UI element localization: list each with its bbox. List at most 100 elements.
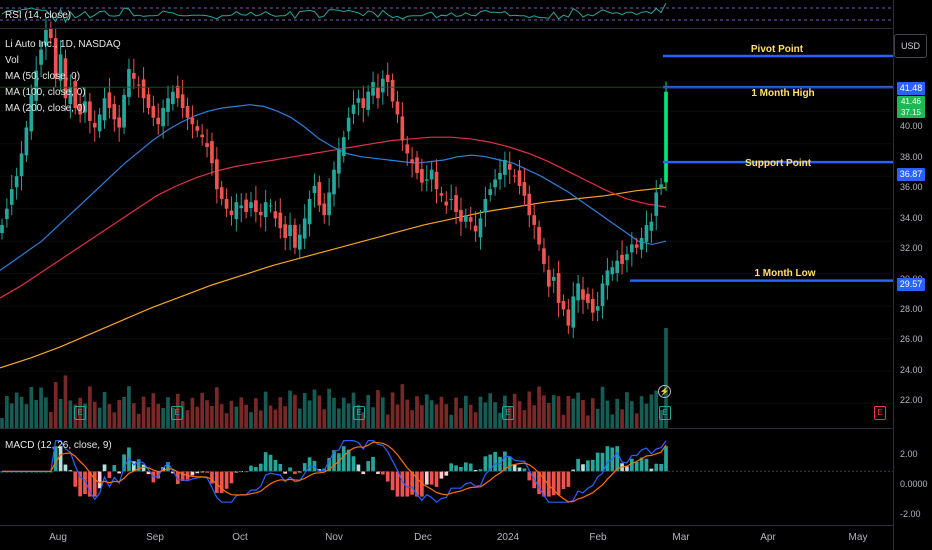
volume-bar	[571, 398, 576, 428]
volume-bar	[254, 398, 258, 428]
candle-body	[102, 98, 107, 121]
symbol-title[interactable]: Li Auto Inc., 1D, NASDAQ	[5, 39, 121, 50]
candle-body	[454, 195, 458, 212]
candle-body	[219, 187, 224, 199]
candle-body	[268, 205, 273, 207]
candle-body	[620, 254, 624, 264]
macd-histogram-bar	[551, 471, 556, 496]
rsi-label[interactable]: RSI (14, close)	[5, 10, 72, 21]
macd-histogram-bar	[400, 471, 405, 497]
earnings-marker-icon[interactable]: E	[74, 406, 86, 420]
x-tick: Aug	[49, 532, 67, 543]
macd-histogram-bar	[278, 463, 283, 472]
volume-bar	[5, 396, 9, 428]
candle-body	[400, 116, 405, 141]
volume-bar	[493, 402, 497, 428]
month-low-price-tag: 29.57	[897, 278, 925, 291]
currency-button[interactable]: USD	[894, 34, 927, 58]
candle-body	[449, 198, 454, 200]
candle-body	[263, 202, 268, 218]
macd-histogram-bar	[68, 470, 73, 472]
volume-bar	[268, 405, 273, 428]
candle-body	[288, 224, 292, 236]
volume-bar	[498, 412, 502, 428]
macd-histogram-bar	[171, 471, 175, 474]
candle-body	[195, 126, 200, 131]
earnings-marker-icon[interactable]: E	[874, 406, 886, 420]
candle-body	[517, 170, 522, 186]
volume-bar	[97, 407, 102, 428]
candle-body	[39, 49, 43, 65]
candle-body	[341, 137, 346, 157]
macd-histogram-bar	[254, 467, 258, 472]
macd-histogram-bar	[405, 471, 410, 497]
candle-body	[293, 224, 297, 248]
candle-body	[283, 224, 288, 238]
volume-bar	[258, 410, 263, 428]
macd-histogram-bar	[390, 471, 395, 491]
candle-body	[151, 106, 156, 118]
macd-histogram-bar	[195, 471, 200, 474]
macd-histogram-bar	[595, 452, 600, 472]
volume-bar	[385, 414, 390, 428]
candle-body	[395, 101, 400, 115]
volume-bar	[88, 386, 92, 428]
macd-histogram-bar	[58, 446, 63, 472]
macd-histogram-bar	[293, 471, 297, 475]
macd-histogram-bar	[439, 471, 444, 479]
ma50-label[interactable]: MA (50, close, 0)	[5, 71, 81, 82]
ma100-label[interactable]: MA (100, close, 0)	[5, 87, 86, 98]
candle-body	[473, 225, 478, 232]
macd-histogram-bar	[478, 469, 483, 472]
macd-histogram-bar	[507, 456, 512, 472]
earnings-marker-icon[interactable]: E	[171, 406, 183, 420]
earnings-marker-icon[interactable]: E	[353, 406, 365, 420]
volume-bar	[244, 404, 248, 428]
volume-bar	[234, 406, 239, 428]
lightning-event-icon[interactable]: ⚡	[658, 385, 671, 398]
macd-histogram-bar	[337, 453, 341, 472]
volume-bar	[346, 403, 351, 428]
macd-tick: 0.0000	[900, 479, 928, 489]
ma200-label[interactable]: MA (200, close, 0)	[5, 103, 86, 114]
macd-histogram-bar	[210, 471, 214, 484]
candle-body	[171, 91, 175, 105]
volume-bar	[634, 413, 639, 428]
macd-histogram-bar	[542, 471, 546, 497]
candle-body	[498, 172, 502, 180]
candle-body	[161, 107, 165, 127]
macd-histogram-bar	[625, 466, 629, 472]
macd-histogram-bar	[463, 462, 468, 472]
candle-body	[19, 153, 24, 177]
macd-histogram-bar	[341, 446, 346, 472]
volume-bar	[117, 400, 122, 428]
earnings-marker-icon[interactable]: E	[502, 406, 514, 420]
volume-bar	[341, 397, 346, 428]
volume-bar	[590, 398, 595, 428]
candle-body	[420, 169, 424, 183]
volume-bar	[503, 395, 507, 428]
macd-histogram-bar	[488, 454, 493, 472]
support-price-tag: 36.87	[897, 168, 925, 181]
macd-histogram-bar	[102, 464, 107, 472]
macd-histogram-bar	[307, 457, 312, 472]
candle-body	[58, 54, 63, 81]
macd-histogram-bar	[537, 471, 541, 495]
macd-histogram-bar	[190, 471, 195, 476]
macd-label[interactable]: MACD (12, 26, close, 9)	[5, 440, 112, 451]
y-tick: 28.00	[900, 304, 923, 314]
candle-body	[351, 104, 356, 114]
vol-label[interactable]: Vol	[5, 55, 19, 66]
volume-bar	[34, 400, 39, 428]
candle-body	[444, 201, 449, 206]
earnings-marker-icon[interactable]: E	[659, 406, 671, 420]
macd-histogram-bar	[634, 461, 639, 472]
volume-bar	[53, 382, 58, 428]
volume-bar	[483, 402, 488, 428]
candle-body	[307, 198, 312, 225]
candle-body	[297, 234, 302, 250]
volume-bar	[424, 394, 429, 428]
countdown: 37.15	[900, 108, 922, 117]
volume-bar	[542, 395, 546, 428]
